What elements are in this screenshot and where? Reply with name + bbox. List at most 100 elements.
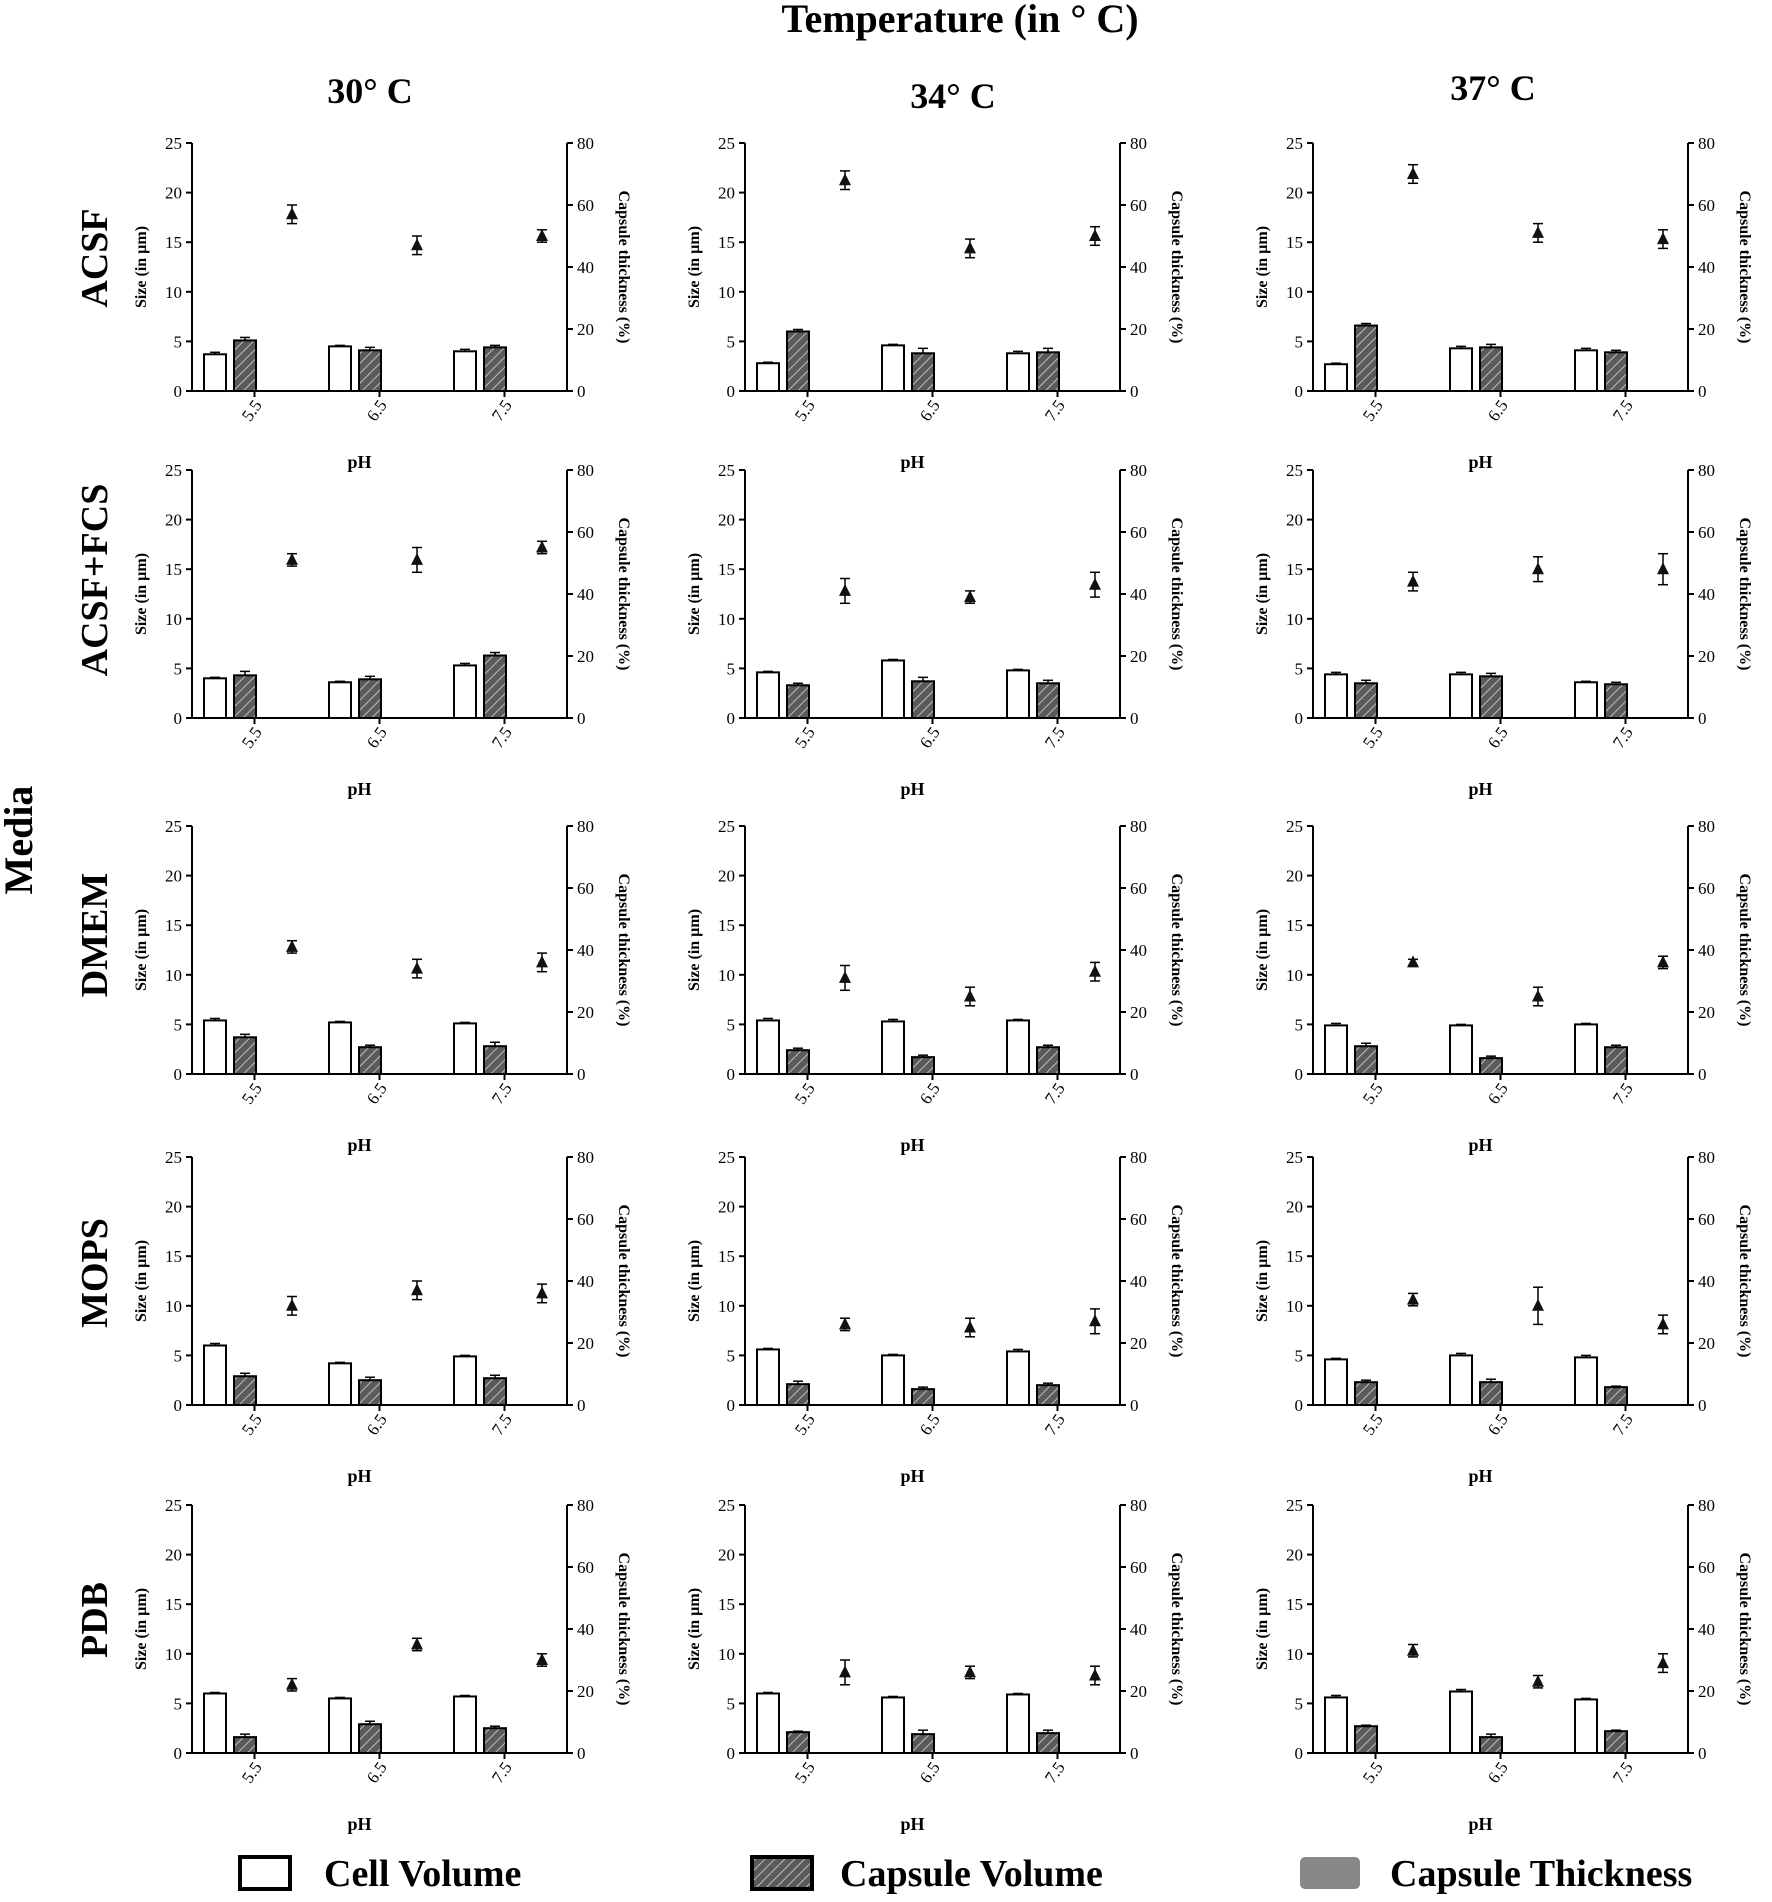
bar-capsule-volume: [1604, 1730, 1628, 1755]
right-axis-title: Capsule thickness (%): [1168, 1205, 1185, 1358]
marker-capsule-thickness: [839, 1317, 851, 1330]
left-tick-label: 10: [165, 966, 182, 985]
left-tick-label: 20: [718, 511, 735, 530]
left-axis-title: Size (in µm): [133, 553, 150, 635]
x-axis-title: pH: [900, 779, 924, 799]
bar-capsule-volume: [233, 1036, 257, 1076]
bar-capsule-volume: [1036, 1732, 1060, 1755]
bar-capsule-volume: [1604, 351, 1628, 393]
bar-cell-volume: [1574, 1356, 1598, 1407]
right-tick-label: 20: [1130, 647, 1147, 666]
x-tick-label: 7.5: [488, 396, 516, 424]
marker-capsule-thickness: [536, 540, 548, 553]
right-axis-title: Capsule thickness (%): [1736, 191, 1753, 344]
bar-cell-volume: [881, 1354, 905, 1407]
marker-capsule-thickness: [536, 955, 548, 968]
left-tick-label: 15: [1286, 1595, 1303, 1614]
marker-capsule-thickness: [286, 207, 298, 220]
bar-capsule-volume: [911, 352, 935, 392]
bar-cell-volume: [881, 1020, 905, 1076]
right-axis-title: Capsule thickness (%): [1736, 518, 1753, 671]
left-tick-label: 20: [165, 1546, 182, 1565]
right-tick-label: 20: [1130, 1003, 1147, 1022]
right-tick-label: 80: [577, 1148, 594, 1167]
bar-capsule-volume: [911, 1733, 935, 1754]
left-tick-label: 15: [1286, 560, 1303, 579]
marker-capsule-thickness: [1089, 964, 1101, 977]
bar-capsule-volume: [1479, 675, 1503, 719]
left-tick-label: 0: [174, 1396, 183, 1415]
right-axis-title: Capsule thickness (%): [1736, 1553, 1753, 1706]
left-tick-label: 25: [1286, 1148, 1303, 1167]
marker-capsule-thickness: [536, 229, 548, 241]
chart-panel: 0 5 10 15 20 25 0 20 40 60 80 Size (in µm) Capsule t…: [686, 461, 1185, 799]
right-tick-label: 0: [1698, 1396, 1707, 1415]
bar-cell-volume: [203, 677, 227, 720]
left-tick-label: 15: [165, 1247, 182, 1266]
marker-capsule-thickness: [964, 241, 976, 254]
right-tick-label: 60: [1130, 523, 1147, 542]
bar-capsule-volume: [1354, 682, 1378, 720]
left-axis-title: Size (in µm): [1254, 1240, 1271, 1322]
right-tick-label: 60: [577, 523, 594, 542]
left-tick-label: 15: [1286, 916, 1303, 935]
bar-cell-volume: [453, 1355, 477, 1406]
left-tick-label: 20: [1286, 511, 1303, 530]
x-tick-label: 7.5: [1041, 1758, 1069, 1786]
right-tick-label: 60: [1130, 879, 1147, 898]
x-tick-label: 6.5: [916, 1079, 944, 1107]
left-tick-label: 10: [1286, 1645, 1303, 1664]
right-axis-title: Capsule thickness (%): [1168, 518, 1185, 671]
bar-capsule-volume: [911, 1388, 935, 1407]
bar-cell-volume: [1324, 1024, 1348, 1075]
chart-panel: 0 5 10 15 20 25 0 20 40 60 80 Size (in µm) Capsule t…: [133, 1496, 632, 1834]
side-title: Media: [0, 786, 41, 895]
left-tick-label: 10: [718, 1645, 735, 1664]
marker-capsule-thickness: [1532, 1298, 1544, 1311]
legend-swatch-capsule-volume: [750, 1855, 814, 1891]
bar-cell-volume: [756, 1019, 780, 1076]
left-tick-label: 5: [1295, 1694, 1304, 1713]
right-tick-label: 40: [577, 585, 594, 604]
left-tick-label: 15: [718, 560, 735, 579]
bar-cell-volume: [756, 1348, 780, 1406]
left-tick-label: 20: [1286, 1546, 1303, 1565]
right-tick-label: 60: [1130, 1558, 1147, 1577]
right-tick-label: 20: [577, 647, 594, 666]
bar-cell-volume: [1449, 347, 1473, 392]
bar-cell-volume: [1006, 669, 1030, 719]
right-tick-label: 80: [577, 817, 594, 836]
right-tick-label: 0: [1130, 709, 1139, 728]
left-tick-label: 0: [174, 1065, 183, 1084]
right-tick-label: 20: [1698, 1334, 1715, 1353]
x-tick-label: 5.5: [1359, 723, 1387, 751]
x-tick-label: 6.5: [363, 723, 391, 751]
right-tick-label: 80: [577, 1496, 594, 1515]
marker-capsule-thickness: [1089, 577, 1101, 590]
bar-capsule-volume: [1479, 1736, 1503, 1755]
left-tick-label: 5: [1295, 332, 1304, 351]
right-axis-title: Capsule thickness (%): [1168, 1553, 1185, 1706]
left-tick-label: 5: [727, 1015, 736, 1034]
left-tick-label: 25: [718, 461, 735, 480]
bar-capsule-volume: [1354, 1045, 1378, 1075]
bar-capsule-volume: [786, 1049, 810, 1076]
left-tick-label: 15: [165, 1595, 182, 1614]
right-tick-label: 60: [577, 196, 594, 215]
marker-capsule-thickness: [1089, 229, 1101, 241]
right-tick-label: 20: [1130, 320, 1147, 339]
right-tick-label: 20: [1698, 1003, 1715, 1022]
marker-capsule-thickness: [411, 1637, 423, 1650]
chart-panel: 0 5 10 15 20 25 0 20 40 60 80 Size (in µm) Capsule t…: [686, 1148, 1185, 1486]
marker-capsule-thickness: [411, 238, 423, 251]
left-tick-label: 0: [1295, 1744, 1304, 1763]
right-tick-label: 60: [1130, 196, 1147, 215]
left-tick-label: 20: [1286, 184, 1303, 203]
left-axis-title: Size (in µm): [133, 1240, 150, 1322]
right-tick-label: 0: [1130, 1065, 1139, 1084]
right-tick-label: 40: [577, 1620, 594, 1639]
right-tick-label: 0: [577, 1065, 586, 1084]
left-tick-label: 15: [165, 916, 182, 935]
row-title-dmem: DMEM: [74, 873, 116, 998]
bar-capsule-volume: [483, 1377, 507, 1406]
